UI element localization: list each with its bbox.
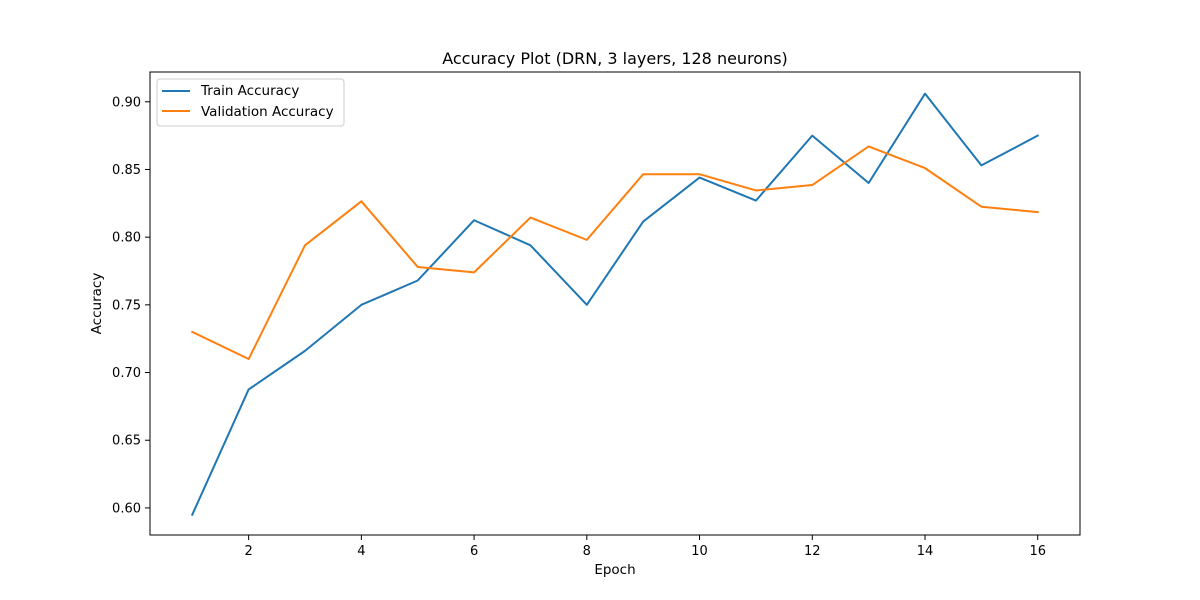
plot-frame — [149, 71, 1081, 536]
x-tick-label: 10 — [691, 544, 708, 559]
x-tick-label: 14 — [917, 544, 934, 559]
y-tick-label: 0.80 — [112, 231, 141, 246]
chart-title: Accuracy Plot (DRN, 3 layers, 128 neuron… — [442, 49, 788, 68]
series-line-0 — [190, 92, 1040, 517]
legend-label-train: Train Accuracy — [200, 83, 299, 99]
x-tick-label: 8 — [583, 544, 591, 559]
x-axis-label: Epoch — [594, 562, 635, 578]
legend-label-validation: Validation Accuracy — [201, 104, 334, 120]
y-axis-label: Accuracy — [89, 273, 105, 335]
x-axis-ticks: 2 4 6 8 10 12 14 16 — [244, 535, 1046, 559]
x-tick-label: 16 — [1029, 544, 1046, 559]
x-tick-label: 6 — [470, 544, 478, 559]
y-tick-label: 0.60 — [112, 501, 141, 516]
x-tick-label: 2 — [244, 544, 252, 559]
x-tick-label: 4 — [357, 544, 365, 559]
y-tick-label: 0.90 — [112, 95, 141, 110]
y-axis-ticks: 0.60 0.65 0.70 0.75 0.80 0.85 0.90 — [112, 95, 150, 516]
x-tick-label: 12 — [804, 544, 821, 559]
legend: Train Accuracy Validation Accuracy — [156, 78, 345, 127]
y-tick-label: 0.65 — [112, 434, 141, 449]
y-tick-label: 0.85 — [112, 163, 141, 178]
series-line-1 — [190, 145, 1039, 361]
y-tick-label: 0.70 — [112, 366, 141, 381]
series-layer — [190, 92, 1040, 517]
y-tick-label: 0.75 — [112, 298, 141, 313]
legend-box — [156, 78, 345, 127]
plot-area — [150, 72, 1080, 535]
